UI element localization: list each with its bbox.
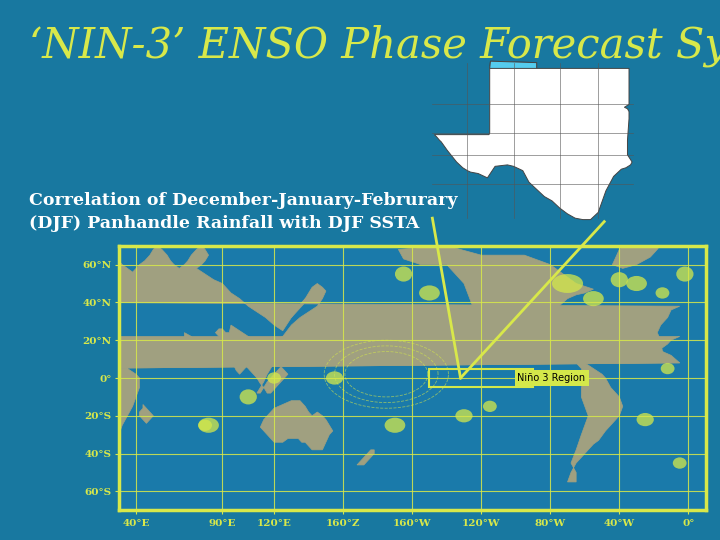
Ellipse shape bbox=[583, 291, 604, 306]
Ellipse shape bbox=[326, 372, 343, 384]
Ellipse shape bbox=[198, 418, 219, 433]
Polygon shape bbox=[184, 333, 209, 363]
Polygon shape bbox=[215, 325, 288, 393]
Ellipse shape bbox=[626, 276, 647, 291]
Polygon shape bbox=[292, 299, 309, 318]
Polygon shape bbox=[357, 450, 374, 465]
Text: Niño 3 Region: Niño 3 Region bbox=[518, 373, 585, 383]
Ellipse shape bbox=[483, 401, 497, 412]
Ellipse shape bbox=[419, 285, 440, 300]
Polygon shape bbox=[67, 336, 680, 444]
Ellipse shape bbox=[611, 272, 628, 287]
Polygon shape bbox=[67, 246, 680, 368]
Polygon shape bbox=[554, 350, 623, 482]
Text: ‘NIN-3’ ENSO Phase Forecast System: ‘NIN-3’ ENSO Phase Forecast System bbox=[29, 24, 720, 67]
Ellipse shape bbox=[198, 420, 212, 431]
Ellipse shape bbox=[455, 409, 472, 422]
Polygon shape bbox=[398, 246, 593, 363]
Ellipse shape bbox=[395, 267, 413, 282]
Polygon shape bbox=[267, 348, 278, 363]
Ellipse shape bbox=[552, 274, 583, 293]
Ellipse shape bbox=[655, 287, 670, 299]
Ellipse shape bbox=[676, 267, 693, 282]
Polygon shape bbox=[490, 61, 536, 69]
Ellipse shape bbox=[384, 418, 405, 433]
Polygon shape bbox=[140, 404, 153, 423]
Ellipse shape bbox=[240, 389, 257, 404]
Bar bbox=[429, 368, 533, 388]
Polygon shape bbox=[613, 231, 662, 268]
Ellipse shape bbox=[267, 373, 281, 383]
Text: Correlation of December-January-Februrary
(DJF) Panhandle Rainfall with DJF SSTA: Correlation of December-January-Februrar… bbox=[29, 192, 457, 232]
Ellipse shape bbox=[636, 413, 654, 426]
Ellipse shape bbox=[672, 457, 687, 469]
Polygon shape bbox=[434, 61, 632, 220]
Ellipse shape bbox=[661, 363, 675, 374]
Polygon shape bbox=[261, 401, 333, 450]
